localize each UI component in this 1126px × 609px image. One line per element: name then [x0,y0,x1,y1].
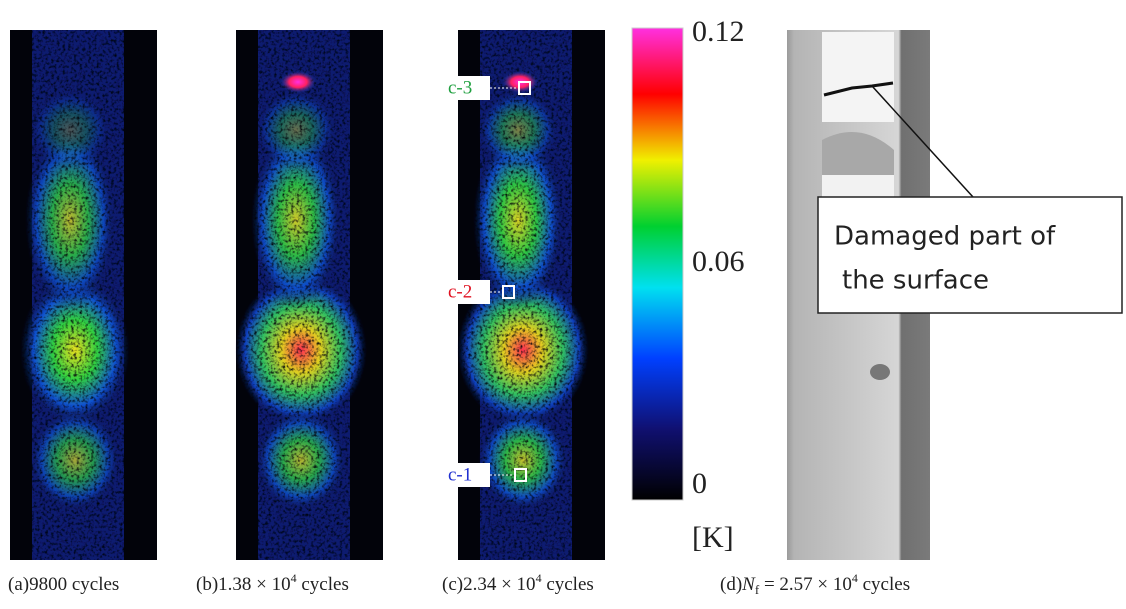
thermal-image [235,30,383,560]
colorbar-tick-label: 0.06 [692,245,745,278]
marker-label: c-1 [448,464,472,485]
colorbar-unit: [K] [692,521,734,554]
caption: (a)9800 cycles [8,574,119,595]
hot-spot [280,71,316,93]
annotation: Damaged part of [834,222,1056,252]
hot-zone [25,130,115,310]
speckle [20,30,130,560]
colorbar-tick-label: 0 [692,467,707,500]
marker-label: c-3 [448,77,472,98]
annotation-box [817,196,1123,314]
speckle [457,30,589,560]
caption: (c)2.34 × 104 cycles [442,571,594,596]
annotation: the surface [842,266,989,296]
hot-zone [478,90,558,170]
hot-zone [457,275,589,425]
hot-zone [251,130,341,310]
hot-zone [235,275,367,425]
hot-zone [30,410,120,510]
colorbar-tick-label: 0.12 [692,15,745,48]
hot-zone [256,410,346,510]
hot-zone [478,410,568,510]
hot-zone [256,90,336,170]
markers: c-3 c-2 c-1 [445,76,531,487]
marker-label: c-2 [448,281,472,302]
hot-zone [473,130,563,310]
thermal-image [457,30,605,560]
colorbar [631,27,684,501]
hot-zone [20,275,130,425]
caption: (b)1.38 × 104 cycles [196,571,349,596]
caption: (d)Nf = 2.57 × 104 cycles [720,571,910,597]
thermal-image [10,30,157,560]
speckle [235,30,367,560]
thermal-images [10,30,605,560]
hot-zone [30,90,110,170]
